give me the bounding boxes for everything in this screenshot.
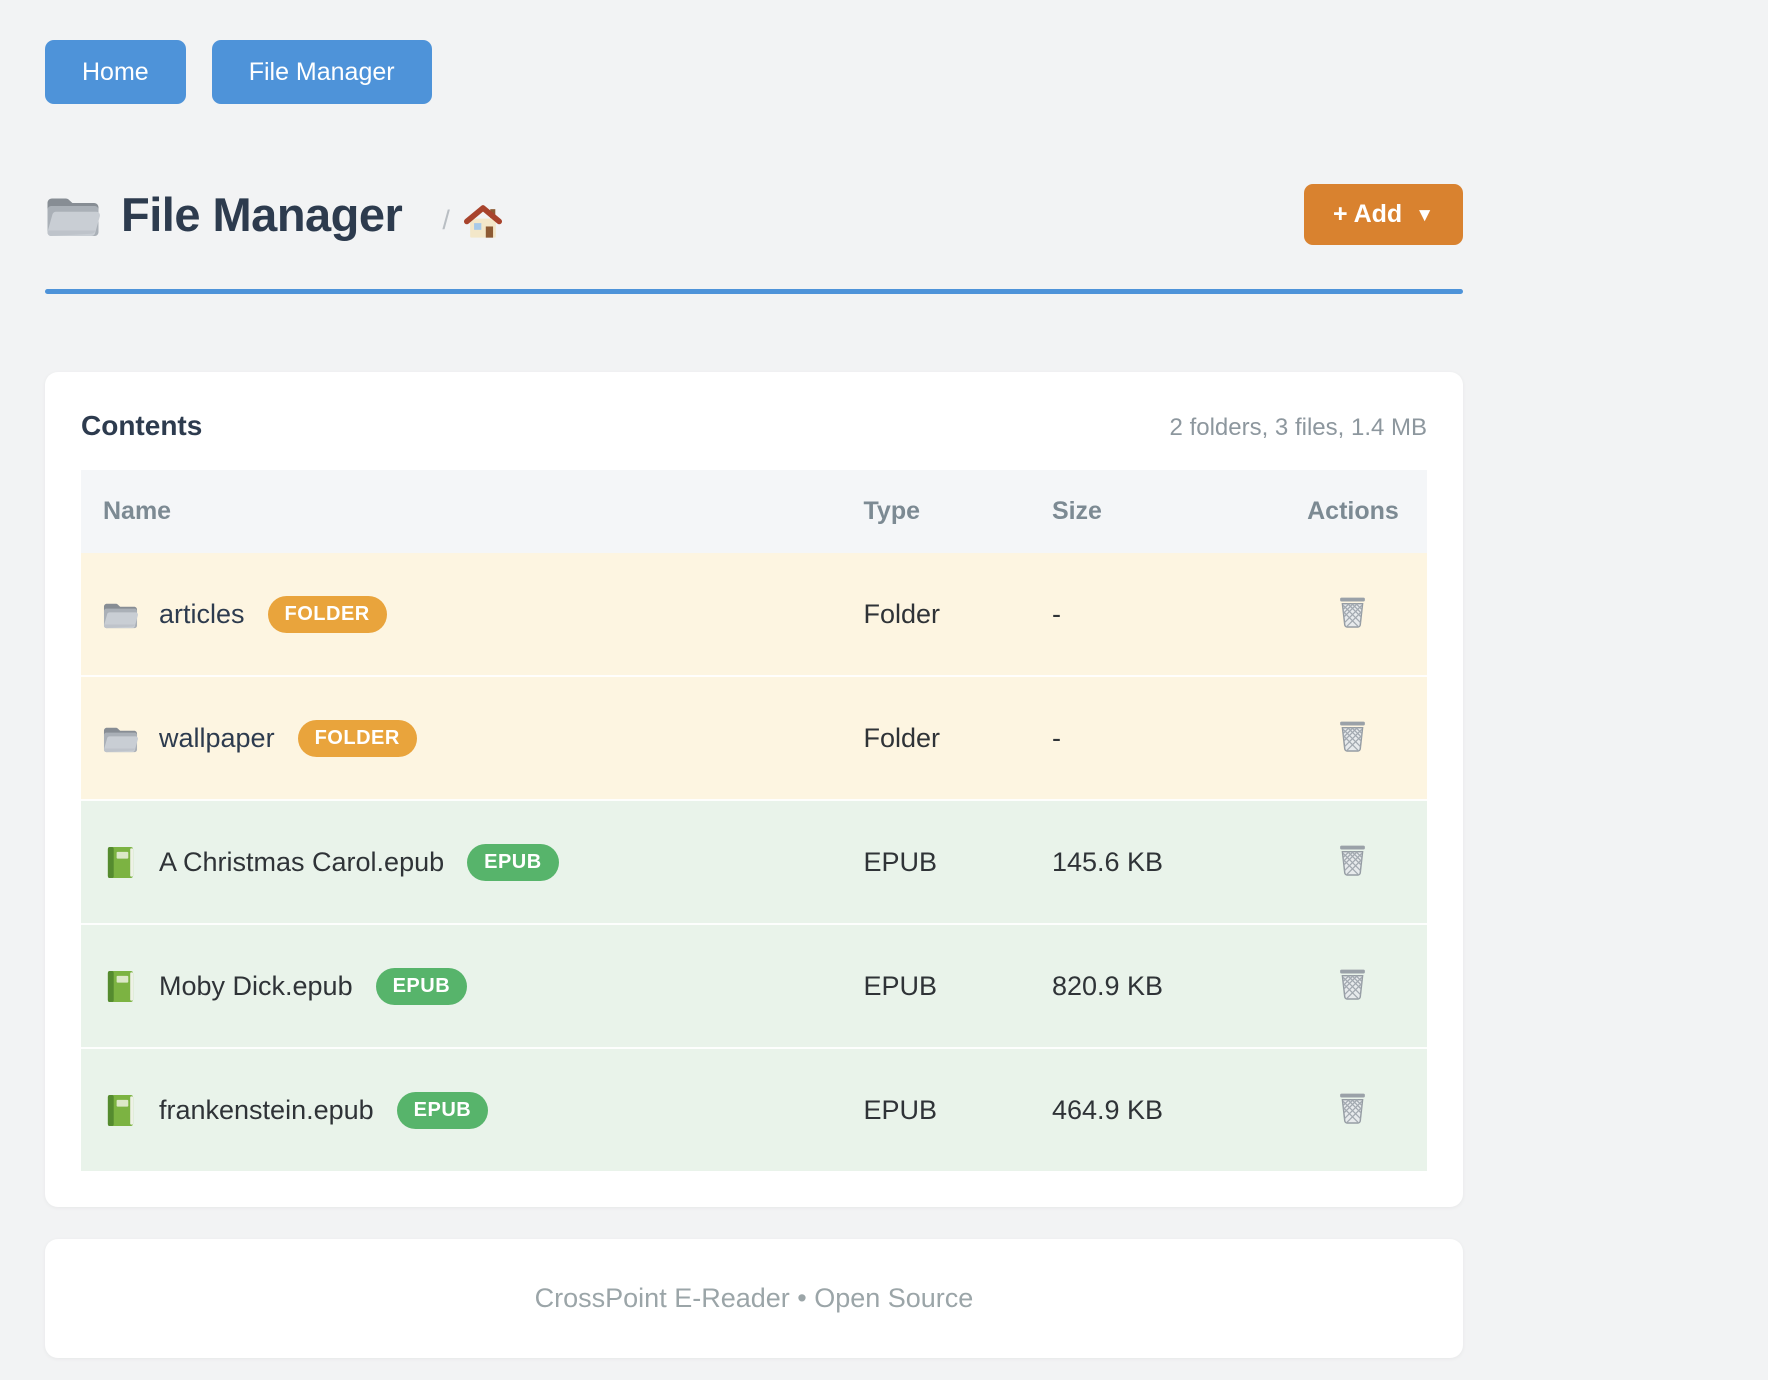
page-header: File Manager / + Add ▼ bbox=[45, 184, 1463, 245]
type-cell: EPUB bbox=[863, 846, 938, 877]
book-icon bbox=[103, 846, 138, 879]
column-header-size: Size bbox=[1029, 470, 1279, 553]
delete-button[interactable] bbox=[1335, 1089, 1370, 1126]
type-cell: Folder bbox=[863, 722, 941, 753]
file-manager-page: Home File Manager File Manager / + Add ▼… bbox=[45, 0, 1463, 1358]
trash-icon bbox=[1337, 595, 1368, 628]
add-button[interactable]: + Add ▼ bbox=[1303, 184, 1463, 245]
top-nav: Home File Manager bbox=[45, 40, 1463, 104]
size-cell: 820.9 KB bbox=[1051, 970, 1164, 1001]
delete-button[interactable] bbox=[1335, 965, 1370, 1002]
type-badge: EPUB bbox=[375, 967, 468, 1005]
contents-summary: 2 folders, 3 files, 1.4 MB bbox=[1169, 414, 1427, 441]
type-badge: FOLDER bbox=[297, 719, 417, 757]
breadcrumb-separator: / bbox=[442, 205, 450, 235]
type-badge: EPUB bbox=[396, 1091, 489, 1129]
table-row: frankenstein.epub EPUB EPUB 464.9 KB bbox=[81, 1048, 1427, 1171]
contents-title: Contents bbox=[81, 410, 203, 441]
table-row: A Christmas Carol.epub EPUB EPUB 145.6 K… bbox=[81, 800, 1427, 924]
home-icon bbox=[464, 204, 502, 240]
add-button-label: + Add bbox=[1332, 200, 1403, 228]
breadcrumb-home-link[interactable] bbox=[464, 204, 502, 242]
delete-button[interactable] bbox=[1335, 593, 1370, 630]
trash-icon bbox=[1337, 843, 1368, 876]
table-row: Moby Dick.epub EPUB EPUB 820.9 KB bbox=[81, 924, 1427, 1048]
trash-icon bbox=[1337, 719, 1368, 752]
page-title: File Manager bbox=[121, 188, 403, 241]
delete-button[interactable] bbox=[1335, 841, 1370, 878]
title-group: File Manager / bbox=[45, 187, 502, 242]
title-divider bbox=[45, 289, 1463, 294]
footer: CrossPoint E-Reader • Open Source bbox=[45, 1239, 1463, 1358]
footer-text: CrossPoint E-Reader • Open Source bbox=[534, 1283, 974, 1313]
delete-button[interactable] bbox=[1335, 717, 1370, 754]
table-row: wallpaper FOLDER Folder - bbox=[81, 676, 1427, 800]
file-table: Name Type Size Actions articles FOLDER F… bbox=[81, 470, 1427, 1171]
column-header-type: Type bbox=[841, 470, 1030, 553]
size-cell: 145.6 KB bbox=[1051, 846, 1164, 877]
book-icon bbox=[103, 970, 138, 1003]
type-cell: EPUB bbox=[863, 1094, 938, 1125]
nav-home-button[interactable]: Home bbox=[45, 40, 186, 104]
size-cell: - bbox=[1051, 598, 1061, 629]
folder-icon bbox=[103, 722, 138, 755]
type-cell: EPUB bbox=[863, 970, 938, 1001]
column-header-name: Name bbox=[81, 470, 842, 553]
table-header-row: Name Type Size Actions bbox=[81, 470, 1427, 553]
chevron-down-icon: ▼ bbox=[1415, 204, 1434, 226]
contents-card: Contents 2 folders, 3 files, 1.4 MB Name… bbox=[45, 372, 1463, 1207]
contents-card-header: Contents 2 folders, 3 files, 1.4 MB bbox=[81, 408, 1427, 442]
type-badge: EPUB bbox=[467, 843, 559, 881]
nav-file-manager-button[interactable]: File Manager bbox=[211, 40, 432, 104]
type-cell: Folder bbox=[863, 598, 941, 629]
folder-icon bbox=[45, 191, 101, 239]
size-cell: 464.9 KB bbox=[1051, 1094, 1164, 1125]
trash-icon bbox=[1337, 967, 1368, 1000]
trash-icon bbox=[1337, 1091, 1368, 1124]
folder-icon bbox=[103, 598, 138, 631]
book-icon bbox=[103, 1094, 138, 1127]
type-badge: FOLDER bbox=[267, 595, 387, 633]
column-header-actions: Actions bbox=[1278, 470, 1427, 553]
size-cell: - bbox=[1051, 722, 1061, 753]
table-row: articles FOLDER Folder - bbox=[81, 553, 1427, 676]
